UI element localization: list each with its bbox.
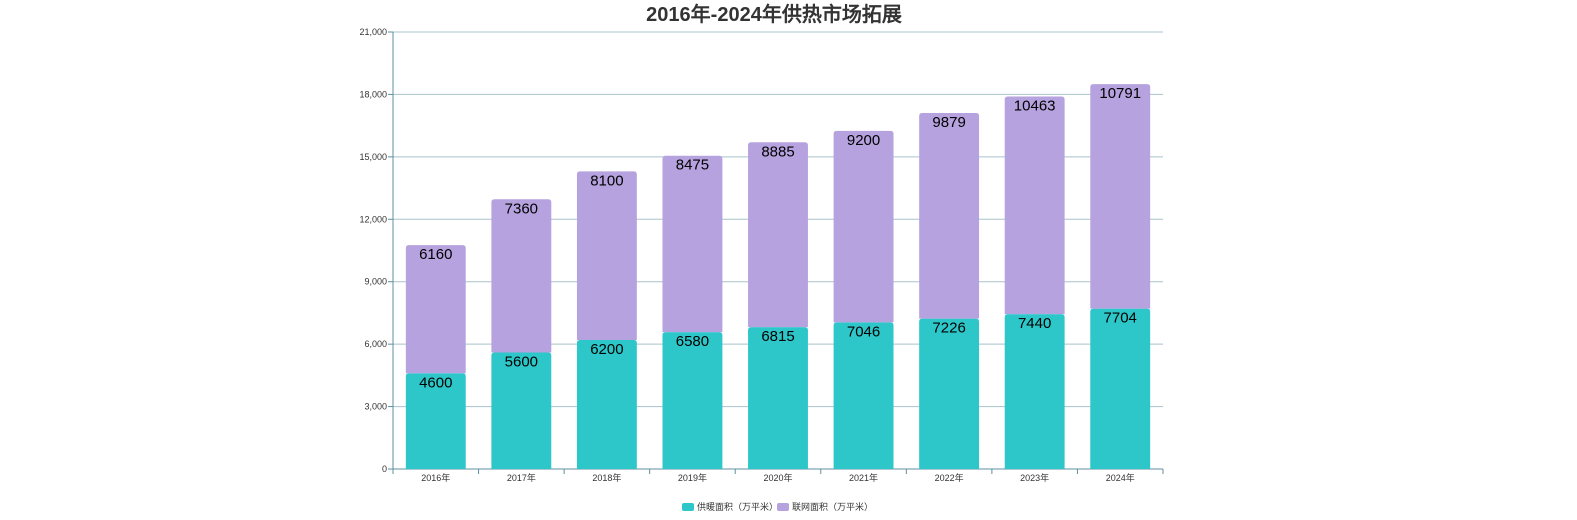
x-tick-label: 2023年 xyxy=(1020,472,1049,483)
bar-heating-area[interactable] xyxy=(1090,308,1151,469)
bar-network-area[interactable] xyxy=(1004,96,1065,315)
bar-network-area[interactable] xyxy=(405,245,466,374)
bar-heating-area[interactable] xyxy=(919,318,980,469)
bar-network-area[interactable] xyxy=(1090,84,1151,309)
bar-value-label: 7704 xyxy=(1104,310,1137,327)
bar-heating-area[interactable] xyxy=(576,339,637,469)
bar-value-label: 6200 xyxy=(590,341,623,358)
bar-value-label: 10463 xyxy=(1014,97,1056,114)
legend-swatch[interactable] xyxy=(682,503,694,511)
bar-value-label: 8885 xyxy=(761,143,794,160)
bar-value-label: 5600 xyxy=(505,353,538,370)
y-tick-label: 21,000 xyxy=(359,27,387,37)
bar-value-label: 7360 xyxy=(505,200,538,217)
x-tick-label: 2019年 xyxy=(678,472,707,483)
chart-title: 2016年-2024年供热市场拓展 xyxy=(646,4,902,26)
y-tick-label: 6,000 xyxy=(364,339,387,349)
x-tick-label: 2016年 xyxy=(421,472,450,483)
bar-value-label: 7440 xyxy=(1018,315,1051,332)
x-tick-label: 2021年 xyxy=(849,472,878,483)
bar-value-label: 10791 xyxy=(1099,85,1141,102)
y-tick-label: 3,000 xyxy=(364,402,387,412)
bar-network-area[interactable] xyxy=(576,171,637,340)
x-tick-label: 2020年 xyxy=(763,472,792,483)
bar-value-label: 9879 xyxy=(932,114,965,131)
bar-heating-area[interactable] xyxy=(405,373,466,469)
bar-value-label: 7046 xyxy=(847,323,880,340)
bar-heating-area[interactable] xyxy=(491,352,552,469)
x-tick-label: 2018年 xyxy=(592,472,621,483)
bar-value-label: 6815 xyxy=(761,328,794,345)
y-tick-label: 12,000 xyxy=(359,214,387,224)
x-tick-label: 2017年 xyxy=(507,472,536,483)
bar-network-area[interactable] xyxy=(662,155,723,333)
bar-network-area[interactable] xyxy=(491,199,552,353)
legend-label[interactable]: 供暖面积（万平米） xyxy=(697,501,778,512)
bar-value-label: 6580 xyxy=(676,333,709,350)
y-tick-label: 18,000 xyxy=(359,89,387,99)
bar-network-area[interactable] xyxy=(833,130,894,323)
y-tick-label: 9,000 xyxy=(364,277,387,287)
legend-swatch[interactable] xyxy=(777,503,789,511)
bar-heating-area[interactable] xyxy=(662,332,723,469)
y-tick-label: 0 xyxy=(382,464,387,474)
bar-network-area[interactable] xyxy=(748,142,808,328)
bar-value-label: 4600 xyxy=(419,374,452,391)
bar-value-label: 8475 xyxy=(676,157,709,174)
bar-value-label: 6160 xyxy=(419,246,452,263)
bar-value-label: 8100 xyxy=(590,172,623,189)
legend-label[interactable]: 联网面积（万平米） xyxy=(792,501,873,512)
x-tick-label: 2024年 xyxy=(1106,472,1135,483)
bar-network-area[interactable] xyxy=(919,113,980,319)
bar-value-label: 9200 xyxy=(847,132,880,149)
bar-heating-area[interactable] xyxy=(833,322,894,469)
x-tick-label: 2022年 xyxy=(935,472,964,483)
bar-heating-area[interactable] xyxy=(1004,314,1065,469)
bar-heating-area[interactable] xyxy=(748,327,808,469)
y-tick-label: 15,000 xyxy=(359,152,387,162)
bar-value-label: 7226 xyxy=(932,320,965,337)
